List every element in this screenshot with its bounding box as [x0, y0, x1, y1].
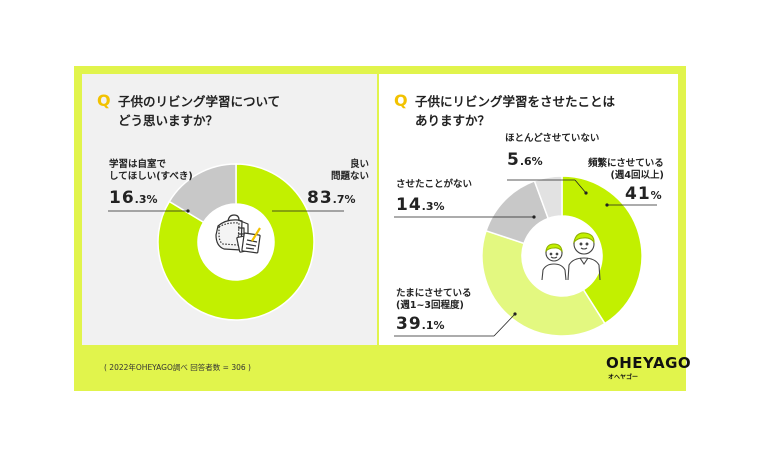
percent-decimal: .3% [421, 200, 445, 213]
percent-integer: 39 [396, 314, 422, 334]
slice-label-line: 良い [350, 159, 370, 170]
leader-dot [513, 312, 517, 316]
slice-label-line: 頻繁にさせている [588, 158, 664, 169]
slice-label-line: 学習は自室で [109, 159, 167, 170]
randoseru-backpack-icon [215, 214, 261, 254]
oheyago-logo: OHEYAGO オヘヤゴー [606, 354, 691, 381]
slice-percent-frequently: 41% [625, 184, 662, 204]
leader-line [574, 179, 587, 194]
slice-label-rarely: ほとんどさせていない [505, 133, 599, 145]
children-icon [541, 232, 601, 281]
right-panel: Q 子供にリビング学習をさせたことは ありますか？ [379, 74, 678, 345]
leader-dot [584, 191, 588, 195]
left-panel: Q 子供のリビング学習について どう思いますか？ [82, 74, 377, 345]
slice-label-frequently: 頻繁にさせている (週4回以上) [588, 158, 664, 182]
slice-label-line: ほとんどさせていない [505, 133, 600, 144]
slice-percent-good: 83.7% [307, 188, 356, 208]
question-title-line: 子供のリビング学習について [118, 94, 281, 109]
slice-label-line: たまにさせている [396, 288, 472, 299]
slice-label-sometimes: たまにさせている (週1~3回程度) [396, 288, 472, 312]
question-title: 子供のリビング学習について どう思いますか？ [118, 92, 280, 130]
donut-chart [108, 163, 344, 321]
percent-integer: 14 [396, 195, 422, 215]
percent-integer: 16 [109, 188, 135, 208]
slice-percent-never: 14.3% [396, 195, 445, 215]
percent-integer: 5 [507, 150, 520, 170]
leader-dot [605, 203, 609, 207]
question-title: 子供にリビング学習をさせたことは ありますか？ [415, 92, 615, 130]
donut-chart [394, 175, 657, 337]
infographic-frame: Q 子供のリビング学習について どう思いますか？ [74, 66, 691, 391]
question-title-line: 子供にリビング学習をさせたことは [415, 94, 616, 109]
slice-label-line: してほしい(すべき) [109, 171, 193, 182]
slice-percent-rarely: 5.6% [507, 150, 543, 170]
leader-dot [186, 209, 190, 213]
percent-decimal: % [650, 189, 662, 202]
logo-main: OHEYAGO [606, 354, 692, 372]
percent-integer: 83 [307, 188, 333, 208]
slice-label-never: させたことがない [396, 179, 472, 191]
leader-dot [532, 215, 536, 219]
percent-decimal: .3% [134, 193, 158, 206]
slice-percent-own-room: 16.3% [109, 188, 158, 208]
percent-integer: 41 [625, 184, 651, 204]
slice-label-line: 問題ない [331, 171, 370, 182]
slice-label-line: させたことがない [396, 179, 473, 190]
q-mark: Q [97, 91, 111, 110]
slice-label-own-room: 学習は自室で してほしい(すべき) [109, 159, 193, 183]
question-title-line: どう思いますか？ [118, 113, 219, 128]
slice-percent-sometimes: 39.1% [396, 314, 445, 334]
leader-line [493, 313, 516, 337]
slice-label-line: (週4回以上) [610, 170, 664, 181]
survey-source: ( 2022年OHEYAGO調べ 回答者数 = 306 ) [104, 363, 251, 372]
percent-decimal: .1% [421, 319, 445, 332]
q-mark: Q [394, 91, 408, 110]
slice-label-line: (週1~3回程度) [396, 300, 464, 311]
question-title-line: ありますか？ [415, 113, 491, 128]
percent-decimal: .6% [519, 155, 543, 168]
percent-decimal: .7% [332, 193, 356, 206]
logo-sub: オヘヤゴー [608, 374, 639, 381]
slice-label-good: 良い 問題ない [331, 159, 369, 183]
